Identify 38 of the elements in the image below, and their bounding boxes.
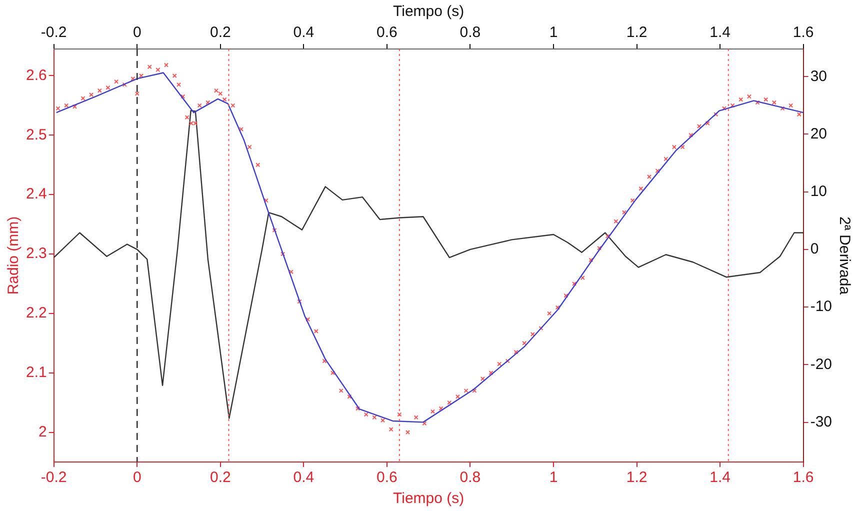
y2-tick-label: 20 bbox=[810, 125, 828, 142]
y2-tick-label: 30 bbox=[810, 68, 828, 85]
x-tick-label: 0.8 bbox=[460, 469, 481, 486]
y-tick-label: 2.1 bbox=[26, 364, 47, 382]
x-tick-label: 1.2 bbox=[626, 469, 648, 486]
x2-tick-label: 0.4 bbox=[293, 24, 314, 42]
x2-tick-label: 1 bbox=[549, 24, 558, 42]
x-tick-label: 0.2 bbox=[210, 469, 231, 486]
x-tick-label: 0 bbox=[132, 469, 142, 486]
y2-tick-label: -30 bbox=[810, 413, 832, 430]
x-tick-label: 0.6 bbox=[376, 469, 398, 486]
x2-tick-label: 0 bbox=[132, 24, 142, 42]
y-tick-label: 2.4 bbox=[26, 186, 47, 203]
x-tick-label: 1 bbox=[549, 469, 558, 486]
y2-axis-title: 2ª Derivada bbox=[836, 216, 853, 296]
y2-tick-label: -20 bbox=[810, 356, 832, 373]
x-axis-title: Tiempo (s) bbox=[393, 490, 464, 508]
x2-tick-label: -0.2 bbox=[40, 24, 67, 42]
x-tick-label: 1.6 bbox=[792, 469, 814, 486]
x2-tick-label: 0.2 bbox=[210, 24, 231, 42]
x-tick-label: 0.4 bbox=[293, 469, 314, 486]
y-tick-label: 2.2 bbox=[26, 304, 47, 322]
x2-tick-label: 1.6 bbox=[792, 24, 814, 42]
x2-tick-label: 0.6 bbox=[376, 24, 398, 42]
x-tick-label: 1.4 bbox=[710, 469, 730, 486]
y-tick-label: 2.6 bbox=[26, 66, 47, 84]
x2-tick-label: 0.8 bbox=[460, 24, 481, 42]
x-tick-label: -0.2 bbox=[40, 469, 67, 486]
x2-tick-label: 1.4 bbox=[710, 24, 730, 42]
y2-tick-label: 10 bbox=[810, 182, 828, 200]
y2-tick-label: 0 bbox=[810, 240, 819, 258]
y2-tick-label: -10 bbox=[810, 298, 832, 316]
y-tick-label: 2 bbox=[38, 423, 47, 440]
y-tick-label: 2.5 bbox=[26, 126, 47, 144]
y-axis-title: Radio (mm) bbox=[5, 216, 22, 295]
x2-axis-title: Tiempo (s) bbox=[393, 3, 464, 20]
y-tick-label: 2.3 bbox=[26, 245, 47, 262]
x2-tick-label: 1.2 bbox=[626, 24, 648, 42]
